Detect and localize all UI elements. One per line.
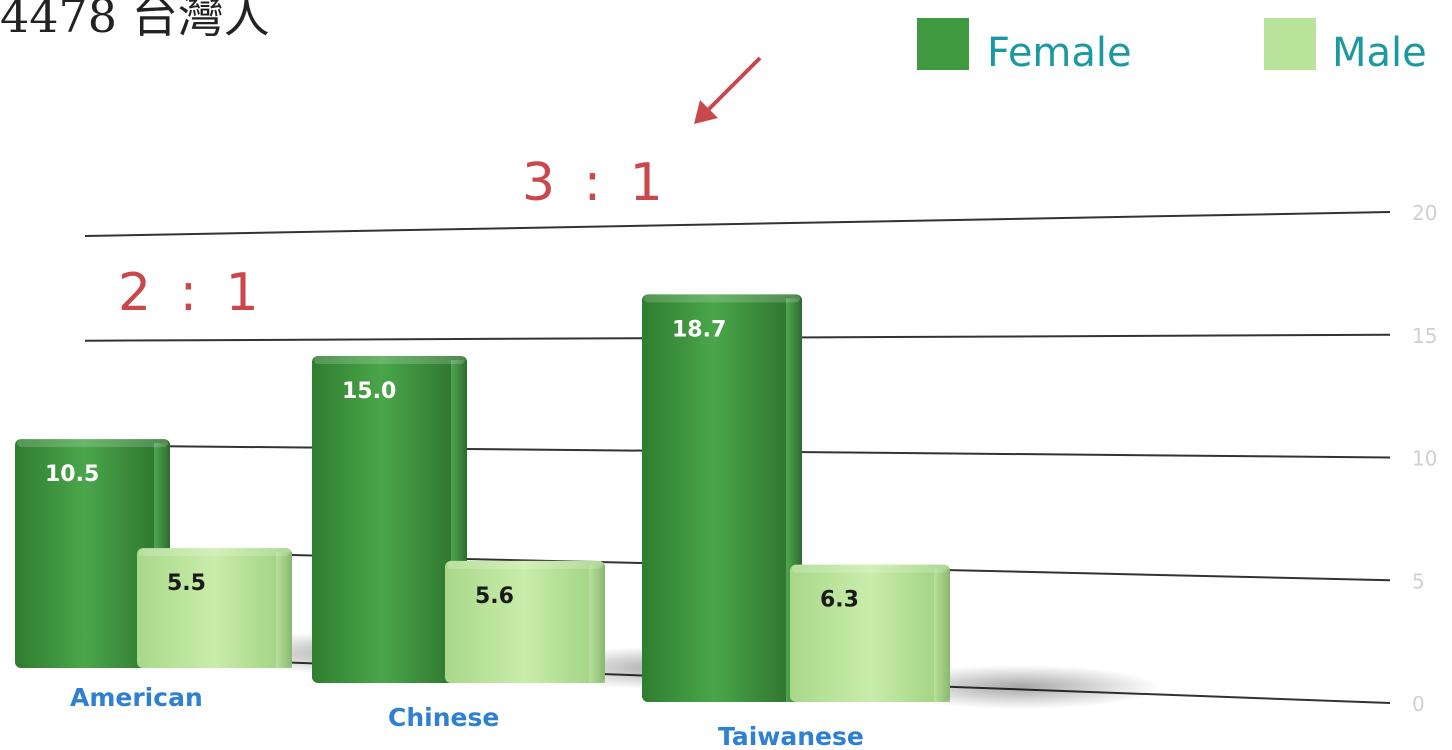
value-label: 15.0 <box>342 379 396 404</box>
category-label: American <box>70 683 203 712</box>
bar-male-top <box>139 548 290 557</box>
bar-male-side <box>276 552 292 668</box>
y-tick-label: 20 <box>1412 201 1437 225</box>
y-tick-label: 15 <box>1412 324 1437 348</box>
value-label: 10.5 <box>45 462 99 487</box>
value-label: 18.7 <box>672 317 726 342</box>
arrow-icon <box>694 56 762 124</box>
bar-male-top <box>792 564 948 573</box>
y-tick-labels: 0 5 10 15 20 <box>1412 201 1437 716</box>
category-label: Chinese <box>388 703 499 732</box>
bar-male-side <box>589 564 605 683</box>
value-label: 6.3 <box>820 588 859 613</box>
category-labels: American Chinese Taiwanese <box>70 683 864 750</box>
y-tick-label: 0 <box>1412 692 1425 716</box>
value-label: 5.6 <box>475 584 514 609</box>
bar-female <box>642 294 802 702</box>
grid-line <box>84 211 1391 237</box>
bar-female <box>312 356 467 683</box>
value-labels: 10.5 5.5 15.0 5.6 18.7 6.3 <box>45 317 859 612</box>
legend-swatch-male <box>1264 18 1316 70</box>
category-label: Taiwanese <box>718 722 864 750</box>
bar-male-side <box>934 568 950 702</box>
legend-swatch-female <box>917 18 969 70</box>
bar-male <box>790 564 950 702</box>
bars <box>15 294 950 702</box>
chart-title: 4478 台灣人 <box>0 0 270 43</box>
bar-female <box>15 439 170 668</box>
y-tick-label: 5 <box>1412 569 1425 593</box>
legend-label-male: Male <box>1332 30 1427 76</box>
ratio-annotation-3-1: 3 : 1 <box>522 153 669 213</box>
value-label: 5.5 <box>167 571 206 596</box>
y-tick-label: 10 <box>1412 447 1437 471</box>
bar-female-top <box>644 294 800 303</box>
bar-male <box>445 560 605 683</box>
bar-male-top <box>447 560 603 569</box>
bar-male <box>137 548 292 668</box>
bar-female-top <box>314 356 465 364</box>
ratio-annotation-2-1: 2 : 1 <box>118 263 265 323</box>
legend-label-female: Female <box>987 30 1132 76</box>
legend: Female Male <box>917 18 1427 76</box>
bar-female-top <box>17 439 168 448</box>
